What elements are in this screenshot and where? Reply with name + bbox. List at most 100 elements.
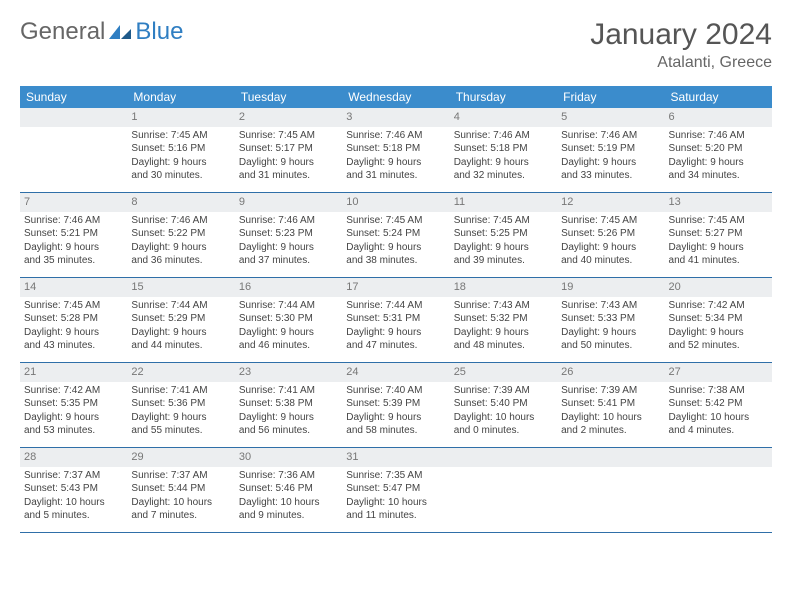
day-number — [557, 448, 664, 467]
day-number: 4 — [450, 108, 557, 127]
calendar-cell: 25Sunrise: 7:39 AMSunset: 5:40 PMDayligh… — [450, 363, 557, 447]
day-number: 2 — [235, 108, 342, 127]
day-number: 24 — [342, 363, 449, 382]
calendar-cell: 11Sunrise: 7:45 AMSunset: 5:25 PMDayligh… — [450, 193, 557, 277]
daylight1-text: Daylight: 9 hours — [131, 156, 230, 170]
weekday-header: Sunday — [20, 86, 127, 108]
calendar-cell: 26Sunrise: 7:39 AMSunset: 5:41 PMDayligh… — [557, 363, 664, 447]
daylight2-text: and 43 minutes. — [24, 339, 123, 353]
sunrise-text: Sunrise: 7:42 AM — [669, 299, 768, 313]
weekday-header: Saturday — [665, 86, 772, 108]
weekday-header: Monday — [127, 86, 234, 108]
daylight1-text: Daylight: 10 hours — [24, 496, 123, 510]
daylight1-text: Daylight: 9 hours — [131, 241, 230, 255]
sunrise-text: Sunrise: 7:43 AM — [561, 299, 660, 313]
day-number: 27 — [665, 363, 772, 382]
daylight2-text: and 53 minutes. — [24, 424, 123, 438]
day-number: 20 — [665, 278, 772, 297]
title-block: January 2024 Atalanti, Greece — [590, 18, 772, 72]
day-number — [450, 448, 557, 467]
calendar-page: General Blue January 2024 Atalanti, Gree… — [0, 0, 792, 543]
sunset-text: Sunset: 5:21 PM — [24, 227, 123, 241]
day-number: 12 — [557, 193, 664, 212]
calendar-cell: 15Sunrise: 7:44 AMSunset: 5:29 PMDayligh… — [127, 278, 234, 362]
sunrise-text: Sunrise: 7:46 AM — [239, 214, 338, 228]
calendar-body: 1Sunrise: 7:45 AMSunset: 5:16 PMDaylight… — [20, 108, 772, 533]
cell-body: Sunrise: 7:45 AMSunset: 5:26 PMDaylight:… — [557, 212, 664, 272]
calendar-cell: 1Sunrise: 7:45 AMSunset: 5:16 PMDaylight… — [127, 108, 234, 192]
calendar-cell: 28Sunrise: 7:37 AMSunset: 5:43 PMDayligh… — [20, 448, 127, 532]
cell-body: Sunrise: 7:37 AMSunset: 5:44 PMDaylight:… — [127, 467, 234, 527]
calendar-cell: 8Sunrise: 7:46 AMSunset: 5:22 PMDaylight… — [127, 193, 234, 277]
sunset-text: Sunset: 5:40 PM — [454, 397, 553, 411]
day-number: 5 — [557, 108, 664, 127]
daylight2-text: and 9 minutes. — [239, 509, 338, 523]
sunrise-text: Sunrise: 7:43 AM — [454, 299, 553, 313]
daylight2-text: and 40 minutes. — [561, 254, 660, 268]
day-number: 9 — [235, 193, 342, 212]
daylight2-text: and 0 minutes. — [454, 424, 553, 438]
cell-body: Sunrise: 7:39 AMSunset: 5:41 PMDaylight:… — [557, 382, 664, 442]
sunset-text: Sunset: 5:32 PM — [454, 312, 553, 326]
cell-body: Sunrise: 7:39 AMSunset: 5:40 PMDaylight:… — [450, 382, 557, 442]
sunset-text: Sunset: 5:17 PM — [239, 142, 338, 156]
calendar-cell — [557, 448, 664, 532]
cell-body: Sunrise: 7:41 AMSunset: 5:36 PMDaylight:… — [127, 382, 234, 442]
sunset-text: Sunset: 5:47 PM — [346, 482, 445, 496]
day-number: 17 — [342, 278, 449, 297]
calendar-cell: 27Sunrise: 7:38 AMSunset: 5:42 PMDayligh… — [665, 363, 772, 447]
cell-body: Sunrise: 7:43 AMSunset: 5:33 PMDaylight:… — [557, 297, 664, 357]
calendar-week-row: 7 Sunrise: 7:46 AM Sunset: 5:21 PM Daylight… — [20, 193, 772, 278]
calendar-cell — [450, 448, 557, 532]
calendar-cell: 2Sunrise: 7:45 AMSunset: 5:17 PMDaylight… — [235, 108, 342, 192]
cell-body: Sunrise: 7:45 AMSunset: 5:24 PMDaylight:… — [342, 212, 449, 272]
daylight1-text: Daylight: 9 hours — [561, 326, 660, 340]
day-number: 31 — [342, 448, 449, 467]
daylight1-text: Daylight: 9 hours — [239, 326, 338, 340]
daylight1-text: Daylight: 10 hours — [239, 496, 338, 510]
calendar-cell: 10Sunrise: 7:45 AMSunset: 5:24 PMDayligh… — [342, 193, 449, 277]
sunrise-text: Sunrise: 7:45 AM — [669, 214, 768, 228]
page-header: General Blue January 2024 Atalanti, Gree… — [20, 18, 772, 72]
day-number: 14 — [20, 278, 127, 297]
cell-body: Sunrise: 7:45 AMSunset: 5:28 PMDaylight:… — [20, 297, 127, 357]
calendar-cell — [665, 448, 772, 532]
calendar-cell: 24Sunrise: 7:40 AMSunset: 5:39 PMDayligh… — [342, 363, 449, 447]
cell-body: Sunrise: 7:35 AMSunset: 5:47 PMDaylight:… — [342, 467, 449, 527]
sunset-text: Sunset: 5:28 PM — [24, 312, 123, 326]
cell-body: Sunrise: 7:37 AMSunset: 5:43 PMDaylight:… — [20, 467, 127, 527]
day-number: 7 — [20, 193, 127, 212]
day-number: 6 — [665, 108, 772, 127]
sunset-text: Sunset: 5:23 PM — [239, 227, 338, 241]
sunrise-text: Sunrise: 7:41 AM — [239, 384, 338, 398]
daylight2-text: and 41 minutes. — [669, 254, 768, 268]
daylight1-text: Daylight: 9 hours — [669, 156, 768, 170]
calendar-cell: 31Sunrise: 7:35 AMSunset: 5:47 PMDayligh… — [342, 448, 449, 532]
daylight2-text: and 56 minutes. — [239, 424, 338, 438]
calendar-cell: 12Sunrise: 7:45 AMSunset: 5:26 PMDayligh… — [557, 193, 664, 277]
cell-body: Sunrise: 7:43 AMSunset: 5:32 PMDaylight:… — [450, 297, 557, 357]
day-number: 8 — [127, 193, 234, 212]
sunrise-text: Sunrise: 7:46 AM — [669, 129, 768, 143]
daylight2-text: and 4 minutes. — [669, 424, 768, 438]
daylight2-text: and 30 minutes. — [131, 169, 230, 183]
calendar-cell — [20, 108, 127, 192]
daylight2-text: and 11 minutes. — [346, 509, 445, 523]
daylight1-text: Daylight: 9 hours — [669, 241, 768, 255]
sunset-text: Sunset: 5:39 PM — [346, 397, 445, 411]
cell-body: Sunrise: 7:46 AMSunset: 5:18 PMDaylight:… — [342, 127, 449, 187]
daylight2-text: and 44 minutes. — [131, 339, 230, 353]
sunrise-text: Sunrise: 7:37 AM — [24, 469, 123, 483]
day-number: 10 — [342, 193, 449, 212]
day-number: 28 — [20, 448, 127, 467]
calendar-week-row: 1Sunrise: 7:45 AMSunset: 5:16 PMDaylight… — [20, 108, 772, 193]
daylight2-text: and 48 minutes. — [454, 339, 553, 353]
sunrise-text: Sunrise: 7:44 AM — [346, 299, 445, 313]
day-number — [20, 108, 127, 127]
weekday-header: Friday — [557, 86, 664, 108]
sunrise-text: Sunrise: 7:45 AM — [24, 299, 123, 313]
daylight1-text: Daylight: 9 hours — [561, 241, 660, 255]
daylight1-text: Daylight: 9 hours — [239, 241, 338, 255]
daylight1-text: Daylight: 9 hours — [669, 326, 768, 340]
sunrise-text: Sunrise: 7:45 AM — [131, 129, 230, 143]
